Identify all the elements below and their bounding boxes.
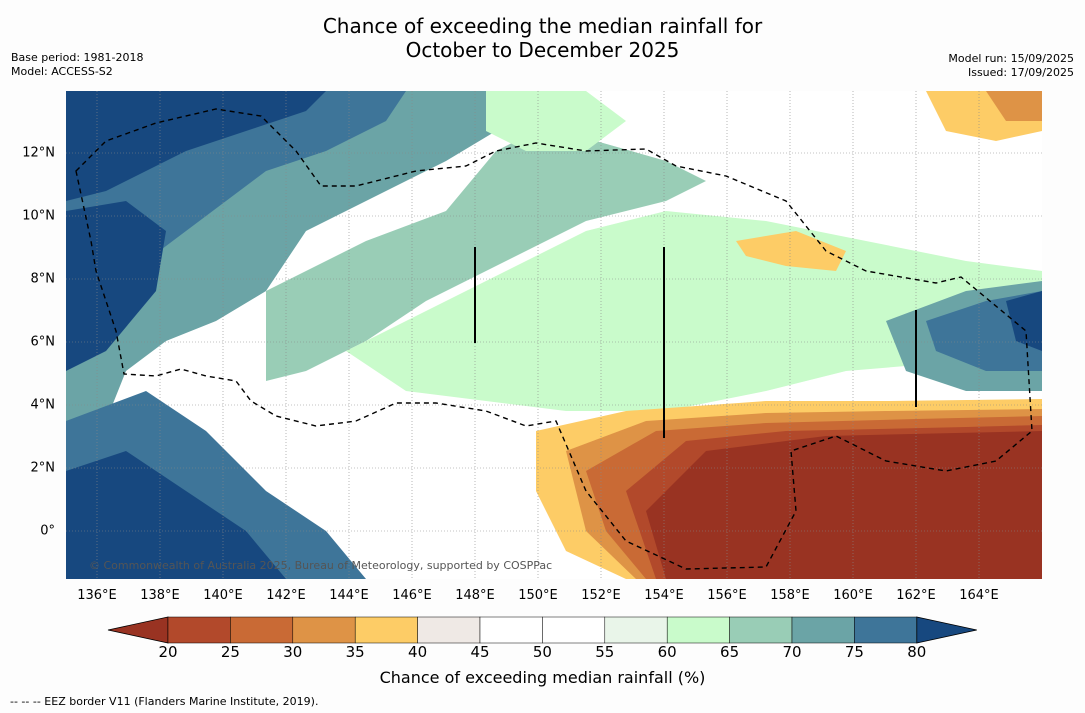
colorbar-segments — [107, 616, 977, 644]
title-line-2: October to December 2025 — [405, 38, 680, 62]
x-tick: 150°E — [518, 588, 558, 603]
colorbar-tick-label: 45 — [470, 643, 490, 661]
region-30-35-ne — [986, 91, 1042, 121]
colorbar-tick-label: 35 — [345, 643, 365, 661]
x-tick: 164°E — [959, 588, 999, 603]
colorbar-tick-label: 80 — [907, 643, 927, 661]
region-80-nw — [66, 91, 326, 201]
colorbar-segment — [604, 616, 668, 644]
x-tick: 152°E — [581, 588, 621, 603]
y-tick: 6°N — [30, 334, 56, 350]
colorbar-segment — [666, 616, 730, 644]
colorbar-segment — [729, 616, 793, 644]
x-tick: 162°E — [896, 588, 936, 603]
y-tick: 4°N — [30, 397, 56, 413]
region-80-east — [1006, 291, 1042, 351]
colorbar-segment — [167, 616, 231, 644]
x-tick: 138°E — [140, 588, 180, 603]
y-tick: 12°N — [22, 145, 55, 161]
meta-left: Base period: 1981-2018 Model: ACCESS-S2 — [11, 51, 143, 79]
x-tick: 160°E — [833, 588, 873, 603]
colorbar-segment — [854, 616, 918, 644]
colorbar-extend-high — [916, 616, 977, 644]
colorbar-segment — [417, 616, 481, 644]
rainfall-map — [66, 91, 1042, 579]
colorbar-title: Chance of exceeding median rainfall (%) — [379, 668, 706, 687]
colorbar-tick-label: 20 — [158, 643, 178, 661]
base-period: Base period: 1981-2018 — [11, 51, 144, 64]
y-tick: 10°N — [22, 208, 55, 224]
colorbar-tick-label: 75 — [844, 643, 864, 661]
x-tick: 144°E — [329, 588, 369, 603]
colorbar-tick-label: 60 — [657, 643, 677, 661]
colorbar — [107, 616, 977, 644]
eez-border — [75, 108, 1033, 570]
copyright-notice: © Commonwealth of Australia 2025, Bureau… — [89, 559, 553, 572]
colorbar-tick-label: 50 — [532, 643, 552, 661]
map-title: Chance of exceeding the median rainfall … — [0, 14, 1085, 62]
model-name: Model: ACCESS-S2 — [11, 65, 113, 78]
colorbar-segment — [542, 616, 606, 644]
x-tick: 146°E — [392, 588, 432, 603]
y-tick: 0° — [40, 523, 55, 539]
colorbar-tick-label: 40 — [408, 643, 428, 661]
issued-date: Issued: 17/09/2025 — [967, 66, 1074, 79]
colorbar-tick-label: 70 — [782, 643, 802, 661]
colorbar-tick-label: 30 — [283, 643, 303, 661]
x-tick: 154°E — [644, 588, 684, 603]
colorbar-segment — [479, 616, 543, 644]
boundary-markers — [474, 247, 917, 438]
title-line-1: Chance of exceeding the median rainfall … — [322, 14, 763, 38]
meta-right: Model run: 15/09/2025 Issued: 17/09/2025 — [948, 52, 1074, 80]
colorbar-segment — [292, 616, 356, 644]
x-tick: 148°E — [455, 588, 495, 603]
x-tick: 156°E — [707, 588, 747, 603]
model-run: Model run: 15/09/2025 — [948, 52, 1074, 65]
colorbar-segment — [791, 616, 855, 644]
x-tick: 136°E — [77, 588, 117, 603]
x-tick: 142°E — [266, 588, 306, 603]
eez-legend-note: -- -- -- EEZ border V11 (Flanders Marine… — [10, 695, 319, 708]
region-below-20-se — [646, 431, 1042, 579]
region-80-sw — [66, 451, 286, 579]
region-65-70 — [266, 131, 706, 381]
colorbar-segment — [354, 616, 418, 644]
colorbar-extend-low — [107, 616, 169, 644]
colorbar-tick-label: 25 — [220, 643, 240, 661]
x-tick: 140°E — [203, 588, 243, 603]
x-tick: 158°E — [770, 588, 810, 603]
region-60-65-north — [486, 91, 626, 151]
region-60-65 — [346, 211, 1042, 411]
y-tick: 2°N — [30, 460, 56, 476]
colorbar-tick-label: 65 — [720, 643, 740, 661]
colorbar-tick-label: 55 — [595, 643, 615, 661]
y-tick: 8°N — [30, 271, 56, 287]
colorbar-segment — [230, 616, 294, 644]
